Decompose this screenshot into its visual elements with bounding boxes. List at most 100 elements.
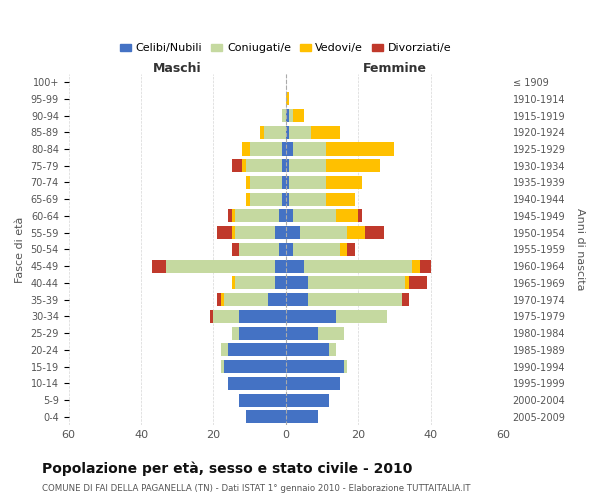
Bar	[282, 142, 286, 156]
Bar	[235, 226, 275, 239]
Bar	[412, 260, 420, 272]
Bar	[214, 310, 239, 323]
Bar	[242, 142, 250, 156]
Bar	[286, 260, 304, 272]
Bar	[221, 360, 224, 373]
Bar	[420, 260, 431, 272]
Bar	[246, 410, 286, 424]
Bar	[239, 326, 286, 340]
Bar	[224, 293, 268, 306]
Bar	[282, 192, 286, 206]
Y-axis label: Fasce di età: Fasce di età	[15, 216, 25, 282]
Bar	[282, 109, 286, 122]
Bar	[221, 293, 224, 306]
Bar	[250, 176, 282, 189]
Bar	[286, 377, 340, 390]
Bar	[337, 310, 387, 323]
Bar	[409, 276, 427, 289]
Bar	[217, 293, 221, 306]
Bar	[326, 176, 362, 189]
Bar	[308, 293, 401, 306]
Bar	[326, 159, 380, 172]
Bar	[228, 377, 286, 390]
Bar	[289, 109, 293, 122]
Bar	[286, 243, 293, 256]
Bar	[232, 210, 235, 222]
Y-axis label: Anni di nascita: Anni di nascita	[575, 208, 585, 290]
Bar	[275, 276, 286, 289]
Bar	[232, 159, 242, 172]
Bar	[293, 142, 326, 156]
Bar	[232, 276, 235, 289]
Bar	[228, 210, 232, 222]
Bar	[286, 410, 319, 424]
Bar	[286, 192, 289, 206]
Text: Femmine: Femmine	[362, 62, 427, 74]
Bar	[260, 126, 264, 139]
Bar	[289, 159, 326, 172]
Bar	[246, 192, 250, 206]
Bar	[365, 226, 383, 239]
Bar	[319, 326, 344, 340]
Bar	[293, 210, 337, 222]
Bar	[278, 210, 286, 222]
Bar	[286, 360, 344, 373]
Bar	[326, 192, 355, 206]
Bar	[289, 126, 311, 139]
Bar	[239, 243, 278, 256]
Bar	[166, 260, 275, 272]
Legend: Celibi/Nubili, Coniugati/e, Vedovi/e, Divorziati/e: Celibi/Nubili, Coniugati/e, Vedovi/e, Di…	[116, 39, 456, 58]
Bar	[246, 159, 282, 172]
Bar	[235, 210, 278, 222]
Bar	[282, 159, 286, 172]
Bar	[282, 176, 286, 189]
Bar	[300, 226, 347, 239]
Bar	[268, 293, 286, 306]
Bar	[264, 126, 286, 139]
Bar	[286, 109, 289, 122]
Bar	[242, 159, 246, 172]
Bar	[286, 159, 289, 172]
Bar	[239, 394, 286, 406]
Bar	[235, 276, 275, 289]
Text: Popolazione per età, sesso e stato civile - 2010: Popolazione per età, sesso e stato civil…	[42, 461, 412, 475]
Bar	[221, 344, 228, 356]
Bar	[239, 310, 286, 323]
Bar	[405, 276, 409, 289]
Bar	[326, 142, 394, 156]
Bar	[308, 276, 405, 289]
Text: Maschi: Maschi	[153, 62, 202, 74]
Bar	[293, 243, 340, 256]
Bar	[232, 226, 235, 239]
Text: COMUNE DI FAI DELLA PAGANELLA (TN) - Dati ISTAT 1° gennaio 2010 - Elaborazione T: COMUNE DI FAI DELLA PAGANELLA (TN) - Dat…	[42, 484, 470, 493]
Bar	[286, 126, 289, 139]
Bar	[286, 394, 329, 406]
Bar	[344, 360, 347, 373]
Bar	[286, 310, 337, 323]
Bar	[250, 192, 282, 206]
Bar	[347, 226, 365, 239]
Bar	[210, 310, 214, 323]
Bar	[152, 260, 166, 272]
Bar	[278, 243, 286, 256]
Bar	[275, 260, 286, 272]
Bar	[286, 142, 293, 156]
Bar	[289, 192, 326, 206]
Bar	[286, 276, 308, 289]
Bar	[286, 344, 329, 356]
Bar	[286, 226, 300, 239]
Bar	[228, 344, 286, 356]
Bar	[286, 176, 289, 189]
Bar	[286, 92, 289, 106]
Bar	[304, 260, 412, 272]
Bar	[250, 142, 282, 156]
Bar	[340, 243, 347, 256]
Bar	[401, 293, 409, 306]
Bar	[293, 109, 304, 122]
Bar	[217, 226, 232, 239]
Bar	[358, 210, 362, 222]
Bar	[311, 126, 340, 139]
Bar	[232, 243, 239, 256]
Bar	[275, 226, 286, 239]
Bar	[289, 176, 326, 189]
